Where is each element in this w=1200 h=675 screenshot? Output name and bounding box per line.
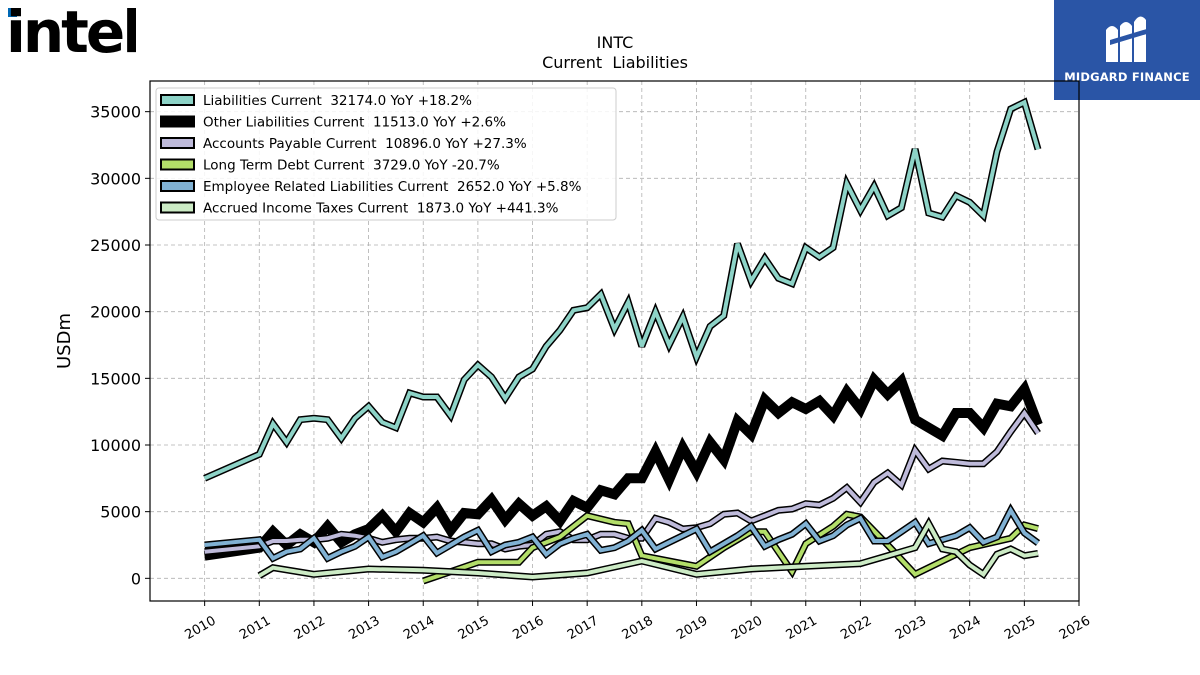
x-tick-label: 2013 [346, 613, 382, 643]
x-tick-label: 2023 [893, 613, 929, 643]
legend-swatch [160, 158, 195, 171]
y-tick-label: 0 [131, 569, 141, 588]
chart-title: INTC [597, 33, 634, 52]
y-tick-label: 15000 [90, 369, 141, 388]
series-lines [203, 97, 1043, 585]
series-line-liabilities-current [203, 99, 1040, 481]
x-tick-label: 2022 [838, 613, 874, 643]
midgard-finance-badge: MIDGARD FINANCE [1054, 0, 1200, 100]
x-tick-label: 2020 [729, 613, 765, 643]
legend-label: Accrued Income Taxes Current 1873.0 YoY … [203, 201, 559, 217]
legend-swatch [160, 201, 195, 214]
y-axis-label: USDm [54, 313, 75, 369]
legend: Liabilities Current 32174.0 YoY +18.2% Ot… [155, 87, 617, 221]
intel-logo-text: intel [6, 0, 136, 60]
y-tick-label: 5000 [100, 503, 141, 522]
x-tick-label: 2011 [237, 613, 273, 643]
series-line-accounts-payable-current [204, 409, 1040, 554]
x-tick-label: 2025 [1002, 613, 1038, 643]
x-tick-label: 2014 [401, 613, 437, 643]
x-tick-label: 2017 [565, 613, 601, 643]
y-tick-label: 30000 [90, 169, 141, 188]
x-tick-label: 2015 [456, 613, 492, 643]
x-tick-label: 2019 [674, 613, 710, 643]
x-tick-label: 2010 [182, 613, 218, 643]
x-tick-labels: 2010 2011 2012 2013 2014 2015 2016 2017 2018 2019… [182, 601, 1093, 643]
legend-swatch [160, 180, 195, 192]
x-tick-label: 2021 [784, 613, 820, 643]
legend-label: Other Liabilities Current 11513.0 YoY +2… [203, 115, 506, 131]
series-line-accrued-income-taxes-current [258, 519, 1039, 580]
legend-label: Long Term Debt Current 3729.0 YoY -20.7% [203, 158, 500, 174]
x-tick-label: 2012 [292, 613, 328, 643]
midgard-finance-text: MIDGARD FINANCE [1064, 70, 1190, 84]
x-tick-label: 2024 [948, 613, 984, 643]
y-tick-label: 35000 [90, 103, 141, 122]
legend-label: Liabilities Current 32174.0 YoY +18.2% [203, 93, 472, 109]
y-tick-label: 25000 [90, 236, 141, 255]
series-line-employee-related-liabilities-current [204, 506, 1040, 561]
x-tick-label: 2016 [510, 613, 546, 643]
legend-label: Accounts Payable Current 10896.0 YoY +27… [203, 136, 527, 152]
intel-logo-dot [8, 8, 17, 17]
legend-label: Employee Related Liabilities Current 265… [203, 179, 582, 195]
y-tick-labels: 0 5000 10000 15000 20000 25000 30000 35000 [90, 103, 150, 588]
x-tick-label: 2026 [1057, 613, 1093, 643]
intel-logo: intel [6, 0, 136, 60]
y-tick-label: 10000 [90, 436, 141, 455]
plot-frame [149, 80, 1080, 602]
series-line-other-liabilities-current [204, 373, 1042, 560]
legend-box [155, 87, 617, 221]
y-tick-label: 20000 [90, 303, 141, 322]
chart-subtitle: Current Liabilities [542, 53, 688, 72]
legend-swatch [160, 115, 195, 128]
legend-swatch [160, 94, 195, 106]
legend-swatch [160, 137, 195, 149]
midgard-logo-icon [1106, 16, 1150, 63]
x-tick-label: 2018 [620, 613, 656, 643]
